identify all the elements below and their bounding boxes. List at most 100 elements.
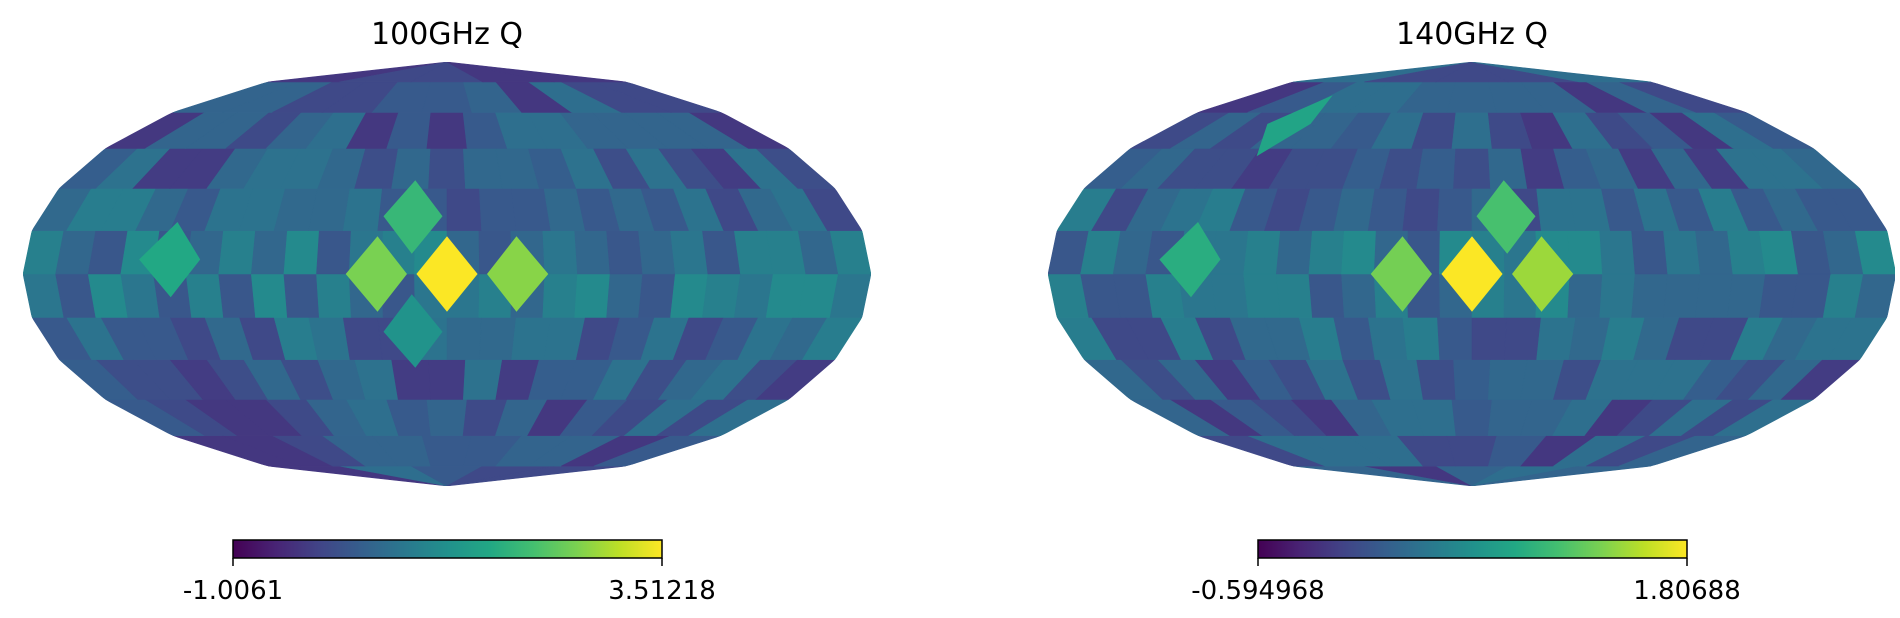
map-tile xyxy=(574,273,611,318)
map-tile xyxy=(426,399,468,436)
map-tile xyxy=(342,317,383,360)
map-tile xyxy=(1567,273,1603,318)
map-tile xyxy=(1416,148,1457,189)
map-tile xyxy=(426,112,468,149)
map-tile xyxy=(391,359,432,400)
map-tile xyxy=(316,273,352,318)
map-tile xyxy=(283,273,320,318)
colorbar-min-label: -1.0061 xyxy=(183,576,283,606)
map-tile xyxy=(638,273,676,318)
map-tiles xyxy=(23,62,871,486)
sky-map-140ghz xyxy=(1048,62,1895,486)
map-tile xyxy=(218,273,256,318)
colorbar xyxy=(232,539,663,559)
map-tile xyxy=(1471,317,1507,360)
map-tile xyxy=(1451,112,1493,149)
bright-pixel xyxy=(1476,180,1536,254)
map-tile xyxy=(1567,230,1603,275)
map-tile xyxy=(1695,230,1734,275)
map-tile xyxy=(446,188,482,231)
bright-pixel xyxy=(383,294,443,368)
map-tile xyxy=(1243,230,1281,275)
map-tile xyxy=(1416,359,1457,400)
map-tile xyxy=(1451,399,1493,436)
sky-map-100ghz xyxy=(23,62,871,486)
map-svg-100ghz: 100GHz Q -1.0061 3.51218 xyxy=(23,17,871,606)
map-tile xyxy=(1471,62,1652,83)
bright-pixel xyxy=(383,180,443,254)
map-tile xyxy=(1402,188,1441,231)
map-tile xyxy=(185,273,224,318)
map-tiles xyxy=(1048,62,1895,486)
map-tile xyxy=(1453,148,1491,189)
map-tile xyxy=(1341,273,1377,318)
map-tile xyxy=(391,148,432,189)
panel-140ghz: 140GHz Q -0.594968 1.80688 xyxy=(1025,0,1900,618)
bright-pixel xyxy=(345,236,407,312)
map-tile xyxy=(1695,273,1734,318)
colorbar-max-label: 1.80688 xyxy=(1633,576,1741,606)
map-tile xyxy=(638,230,676,275)
map-title: 140GHz Q xyxy=(1396,17,1548,52)
map-tile xyxy=(1599,273,1636,318)
map-tile xyxy=(1210,273,1249,318)
colorbar-max-label: 3.51218 xyxy=(608,576,716,606)
map-tile xyxy=(478,188,517,231)
map-tile xyxy=(1275,273,1313,318)
map-tile xyxy=(1631,230,1669,275)
map-tile xyxy=(606,273,644,318)
map-tile xyxy=(1727,230,1766,275)
map-tile xyxy=(702,230,741,275)
map-svg-140ghz: 140GHz Q -0.594968 1.80688 xyxy=(1048,17,1895,606)
bright-pixel xyxy=(487,236,549,312)
colorbar xyxy=(1257,539,1688,559)
map-tile xyxy=(1341,230,1377,275)
map-tile xyxy=(250,273,288,318)
map-tile xyxy=(1503,317,1542,360)
map-tile xyxy=(446,317,482,360)
map-tile xyxy=(1275,230,1313,275)
map-tile xyxy=(120,273,161,318)
map-tile xyxy=(670,273,709,318)
colorbar-min-label: -0.594968 xyxy=(1191,576,1324,606)
map-tile xyxy=(218,230,256,275)
map-tile xyxy=(1402,317,1441,360)
map-tile xyxy=(1437,317,1473,360)
map-tile xyxy=(1243,273,1281,318)
map-tile xyxy=(1308,230,1345,275)
map-tile xyxy=(283,230,320,275)
map-tile xyxy=(342,188,383,231)
map-tile xyxy=(446,62,627,83)
panel-100ghz: 100GHz Q -1.0061 3.51218 xyxy=(23,17,871,606)
map-tile xyxy=(478,317,517,360)
map-tile xyxy=(1367,317,1408,360)
map-tile xyxy=(428,359,466,400)
map-tile xyxy=(702,273,741,318)
map-tile xyxy=(574,230,611,275)
map-tile xyxy=(1663,273,1701,318)
bright-pixel xyxy=(1370,236,1432,312)
bright-pixel xyxy=(1256,95,1333,157)
map-tile xyxy=(1599,230,1636,275)
map-tile xyxy=(1727,273,1766,318)
bright-pixel xyxy=(139,222,201,298)
map-tile xyxy=(316,230,352,275)
map-tile xyxy=(1631,273,1669,318)
map-tile xyxy=(1308,273,1345,318)
map-tile xyxy=(1437,188,1473,231)
map-bright-spots xyxy=(139,180,549,368)
map-title: 100GHz Q xyxy=(371,17,523,52)
map-tile xyxy=(829,273,871,318)
map-tile xyxy=(1453,359,1491,400)
map-tile xyxy=(542,230,578,275)
map-tile xyxy=(1854,273,1895,318)
bright-pixel xyxy=(416,236,478,312)
map-tile xyxy=(250,230,288,275)
map-tile xyxy=(542,273,578,318)
map-tile xyxy=(606,230,644,275)
bright-pixel xyxy=(1159,222,1221,298)
map-tile xyxy=(1663,230,1701,275)
map-tile xyxy=(1210,230,1249,275)
map-tile xyxy=(1367,188,1408,231)
map-tile xyxy=(428,148,466,189)
